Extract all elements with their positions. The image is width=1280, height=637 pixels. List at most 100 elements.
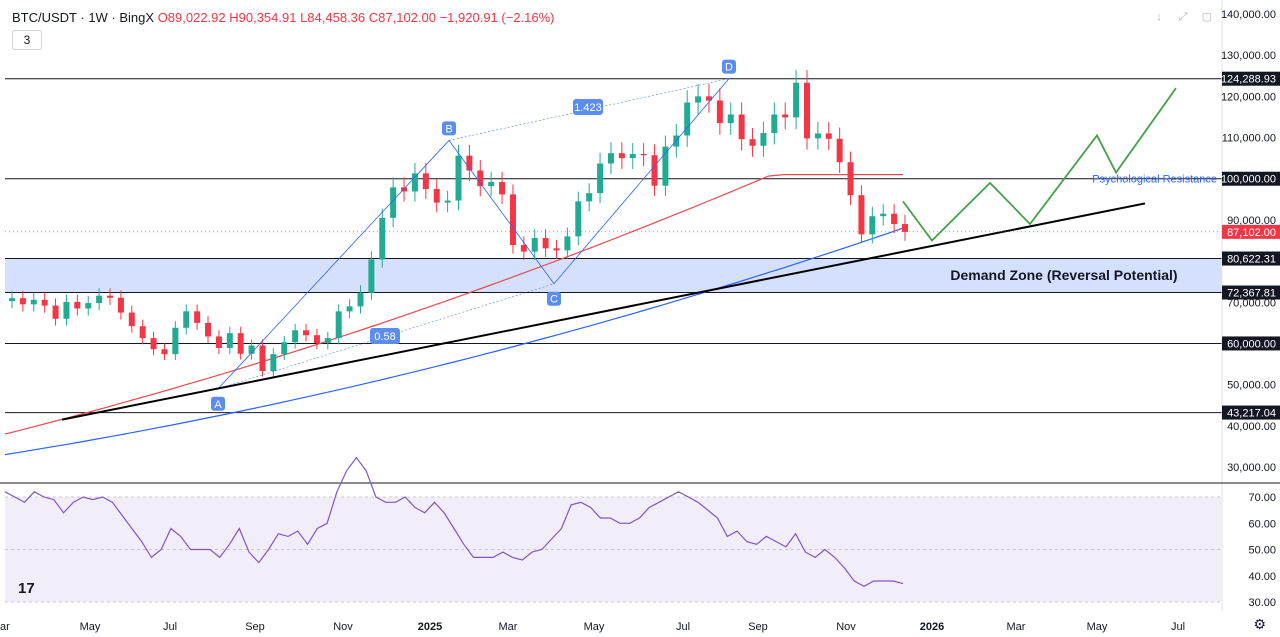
candle-body [259,345,266,372]
zone-top-price-tag-bg [1222,251,1280,266]
time-tick-label: May [584,621,605,633]
candle-body [673,135,680,147]
candle-body [117,297,124,313]
pattern-ratio-badge [573,99,603,115]
pattern-xabcd-line [217,78,730,390]
candle-body [107,295,114,298]
candle-body [324,338,331,344]
candle-body [172,327,179,355]
candle-body [782,114,789,118]
candle-body [488,182,495,187]
candle-body [466,155,473,171]
candle-body [575,201,582,237]
zone-bottom-price-tag: 72,367.81 [1227,288,1276,300]
projection-path [902,87,1177,242]
candle-body [444,200,451,203]
time-tick-label: Nov [333,621,353,633]
demand-zone-label: Demand Zone (Reversal Potential) [950,267,1177,283]
pattern-ratio-label: 1.423 [574,102,602,114]
candle-body [215,336,222,348]
candle-body [825,133,832,139]
time-tick-label: Sep [245,621,265,633]
toolbar-icons: ↓ ⤢ ▢ [1152,10,1214,24]
level-price-tag: 124,288.93 [1221,74,1276,86]
indicator-count-badge[interactable]: 3 [12,30,42,50]
current-price-tag: 87,102.00 [1227,227,1276,239]
candle-body [793,82,800,118]
level-price-tag: 100,000.00 [1221,174,1276,186]
symbol-label[interactable]: BTC/USDT · 1W · BingX [12,10,155,25]
candle-body [651,155,658,186]
candle-body [662,146,669,186]
candle-body [411,173,418,192]
price-tick-label: 140,000.00 [1221,9,1276,21]
candle-body [368,259,375,293]
expand-icon[interactable]: ⤢ [1178,11,1188,23]
candle-body [150,338,157,350]
candle-body [836,138,843,163]
candle-body [96,295,103,304]
candle-body [531,238,538,252]
pattern-point-d-badge [722,59,736,74]
level-price-tag-bg [1222,171,1280,186]
candle-body [629,154,636,159]
candle-body [292,330,299,343]
time-tick-label: ar [0,621,10,633]
pattern-point-c-label: C [550,294,558,306]
candle-body [422,173,429,190]
candle-body [161,349,168,355]
candle-body [226,333,233,348]
pattern-point-a-label: A [214,399,222,411]
candle-body [499,182,506,195]
candle-body [640,154,647,156]
price-tick-label: 90,000.00 [1227,215,1276,227]
candle-body [880,213,887,217]
time-tick-label: 2025 [418,621,442,633]
candle-body [346,306,353,312]
candle-body [597,163,604,194]
time-tick-label: 2026 [920,621,944,633]
candle-body [379,217,386,260]
tradingview-logo: 17 [18,580,35,597]
candle-body [684,102,691,136]
pattern-ratio-badge [370,328,400,344]
pattern-point-d-label: D [725,62,733,74]
screenshot-icon[interactable]: ▢ [1201,11,1213,23]
time-tick-label: Mar [1007,621,1026,633]
ascending-trendline [61,202,1146,421]
candle-body [139,326,146,339]
candle-body [335,311,342,339]
candle-body [553,248,560,251]
zone-bottom-price-tag-bg [1222,285,1280,300]
candle-body [618,153,625,159]
candle-body [183,311,190,328]
candle-body [30,299,37,305]
time-tick-label: Nov [836,621,856,633]
level-price-tag: 60,000.00 [1227,338,1276,350]
candle-body [41,299,48,306]
pattern-ratio-label: 0.58 [374,331,395,343]
candle-body [194,311,201,323]
candle-body [858,195,865,235]
time-tick-label: Jul [676,621,690,633]
price-tick-label: 70,000.00 [1227,297,1276,309]
candle-body [902,224,908,232]
current-price-tag-bg [1222,224,1280,239]
price-tick-label: 120,000.00 [1221,91,1276,103]
candle-body [52,305,59,319]
candle-body [477,170,484,187]
arrow-down-icon[interactable]: ↓ [1156,11,1162,23]
candle-body [281,342,288,355]
ma-red-line [4,174,903,435]
rsi-line [4,456,904,587]
candle-body [695,96,702,103]
candle-body [357,292,364,307]
demand-zone [5,258,1222,293]
candle-body [74,301,81,309]
settings-icon[interactable]: ⚙ [1253,616,1266,632]
price-tick-label: 50,000.00 [1227,380,1276,392]
candle-body [9,298,15,302]
psychological-resistance-label: Psychological Resistance [1092,174,1217,186]
pattern-point-b-label: B [445,123,452,135]
